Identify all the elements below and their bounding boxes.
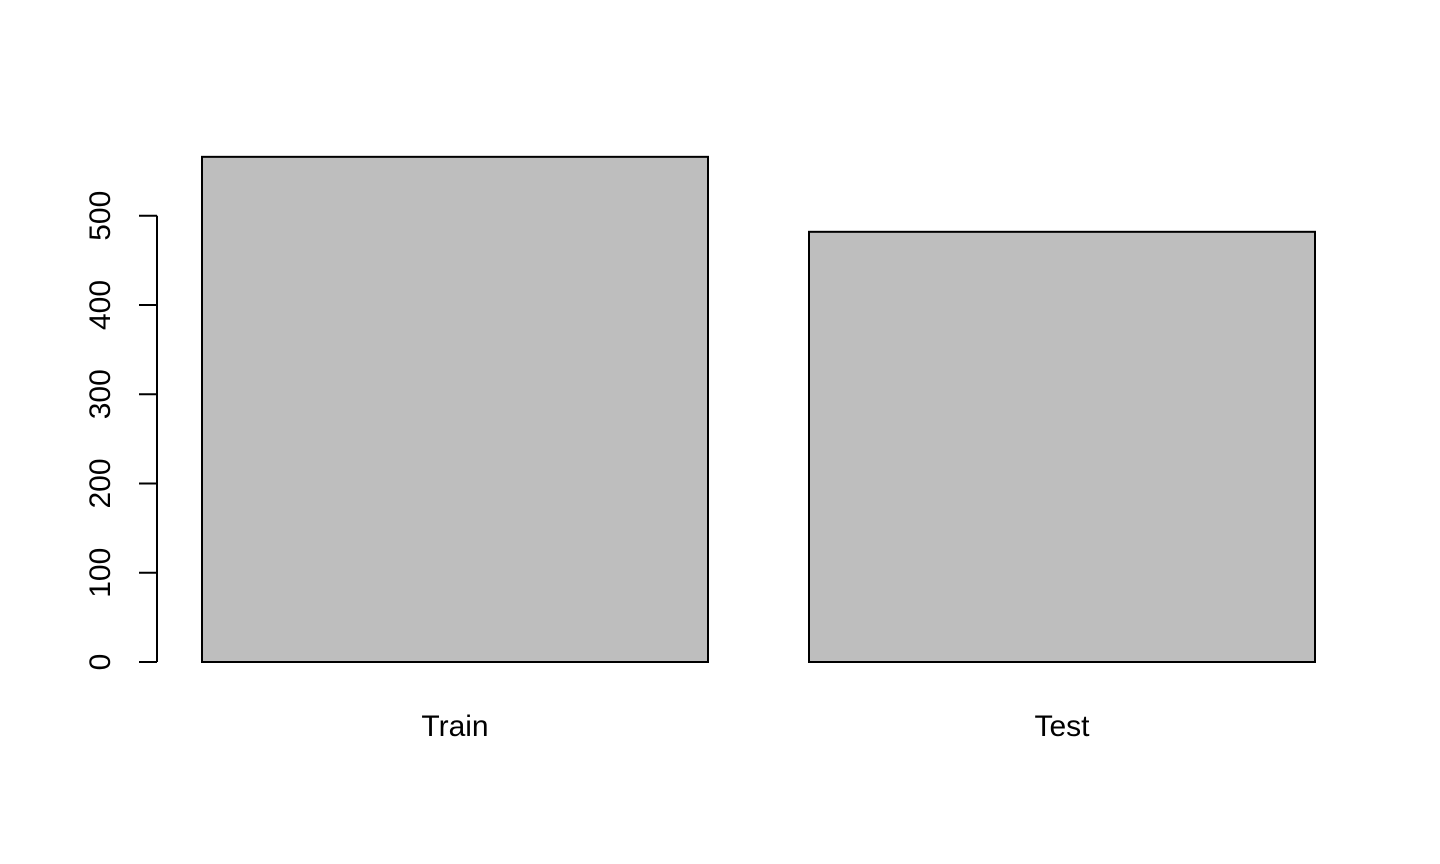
y-tick-label: 100 [84, 548, 117, 598]
bar-test [808, 230, 1316, 663]
y-tick-label: 500 [84, 191, 117, 241]
y-tick-label: 200 [84, 458, 117, 508]
bar-train [201, 155, 709, 663]
y-tick-label: 400 [84, 280, 117, 330]
y-tick-label: 300 [84, 369, 117, 419]
x-category-label-train: Train [421, 710, 488, 743]
x-axis-labels: Train Test [421, 710, 1090, 743]
bars [201, 155, 1316, 663]
y-tick-label: 0 [84, 654, 117, 671]
x-category-label-test: Test [1034, 710, 1090, 743]
y-axis: 0 100 200 300 400 500 [84, 191, 158, 671]
